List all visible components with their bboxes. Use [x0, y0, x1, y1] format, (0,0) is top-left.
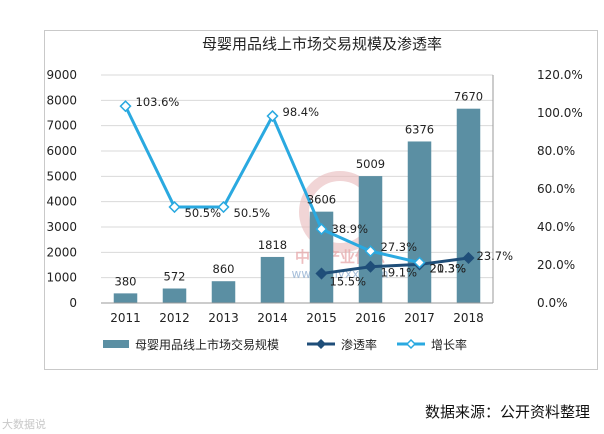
bar: [309, 211, 334, 303]
legend-swatch-marker: [405, 338, 417, 350]
labels-layer: 380 572 860 1818 3606 5009 6376 7670 15.5% 19.1% 2…: [115, 90, 514, 289]
y-right-tick-label: 120.0%: [537, 68, 583, 82]
legend-swatch-marker: [315, 338, 327, 350]
y-left-tick-label: 8000: [46, 93, 77, 107]
legend: 母婴用品线上市场交易规模 渗透率 增长率: [103, 337, 467, 352]
line-marker: [364, 260, 377, 273]
y-left-tick-label: 3000: [46, 220, 77, 234]
line-marker: [462, 251, 475, 265]
line-value-label: 50.5%: [234, 206, 271, 220]
x-tick-label: 2017: [404, 311, 435, 325]
legend-label: 母婴用品线上市场交易规模: [135, 337, 279, 352]
y-right-tick-label: 20.0%: [537, 258, 575, 272]
legend-label: 增长率: [431, 337, 467, 352]
bar: [358, 176, 383, 303]
legend-label: 渗透率: [341, 337, 377, 352]
line-value-label: 27.3%: [381, 240, 418, 254]
bar-value-label: 1818: [258, 238, 287, 252]
line-marker: [217, 200, 230, 214]
line-marker: [168, 200, 181, 214]
bar-value-label: 860: [213, 262, 235, 276]
source-note: 数据来源：公开资料整理: [424, 403, 590, 421]
bar-value-label: 572: [164, 270, 186, 284]
y-right-tick-label: 100.0%: [537, 106, 583, 120]
y-left-tick-label: 5000: [46, 169, 77, 183]
y-left-tick-label: 0: [69, 296, 77, 310]
chart-title: 母婴用品线上市场交易规模及渗透率: [202, 35, 442, 53]
line-value-label: 98.4%: [283, 105, 320, 119]
line-value-label: 15.5%: [330, 275, 367, 289]
legend-swatch-bar: [103, 340, 129, 348]
line-value-label: 21.3%: [430, 262, 467, 276]
y-left-tick-label: 9000: [46, 68, 77, 82]
bar-value-label: 380: [115, 274, 137, 288]
line-value-label: 19.1%: [381, 266, 418, 280]
y-left-tick-label: 4000: [46, 195, 77, 209]
line-marker: [315, 223, 328, 236]
bar: [260, 256, 285, 303]
bar-value-label: 7670: [454, 90, 483, 104]
corner-watermark: 大数据说: [2, 418, 46, 431]
line-marker: [413, 256, 426, 269]
line-marker: [266, 109, 279, 123]
bar: [162, 288, 187, 303]
line-value-label: 50.5%: [185, 206, 222, 220]
chart-frame: 母婴用品线上市场交易规模及渗透率 中国产业信息 www.chyxx.com 0 10…: [44, 30, 598, 370]
x-tick-label: 2011: [110, 311, 141, 325]
bar-value-label: 5009: [356, 157, 385, 171]
y-left-tick-label: 2000: [46, 245, 77, 259]
lines-layer: [119, 100, 475, 280]
x-tick-label: 2018: [453, 311, 484, 325]
x-tick-label: 2016: [355, 311, 386, 325]
bar: [456, 108, 481, 304]
axis-layer: 0 1000 2000 3000 4000 5000 6000 7000 8000 9000 0.0…: [46, 68, 582, 325]
x-tick-label: 2012: [159, 311, 190, 325]
x-tick-label: 2014: [257, 311, 288, 325]
bar: [211, 281, 236, 303]
bar: [113, 293, 138, 303]
bar-value-label: 6376: [405, 122, 434, 136]
y-left-tick-label: 1000: [46, 271, 77, 285]
y-left-tick-label: 7000: [46, 119, 77, 133]
y-right-tick-label: 80.0%: [537, 144, 575, 158]
x-tick-label: 2015: [306, 311, 337, 325]
y-right-tick-label: 0.0%: [537, 296, 568, 310]
line-marker: [315, 267, 328, 280]
line-marker: [364, 245, 377, 258]
line-value-label: 103.6%: [136, 95, 180, 109]
line-value-label: 38.9%: [332, 222, 369, 236]
line-value-label: 20.3%: [430, 261, 467, 275]
y-right-tick-label: 40.0%: [537, 220, 575, 234]
line-marker: [119, 100, 132, 113]
line-value-label: 23.7%: [477, 249, 514, 263]
y-right-tick-label: 60.0%: [537, 182, 575, 196]
line-penetration: [321, 256, 469, 276]
bar-value-label: 3606: [307, 193, 336, 207]
x-tick-label: 2013: [208, 311, 239, 325]
y-left-tick-label: 6000: [46, 144, 77, 158]
